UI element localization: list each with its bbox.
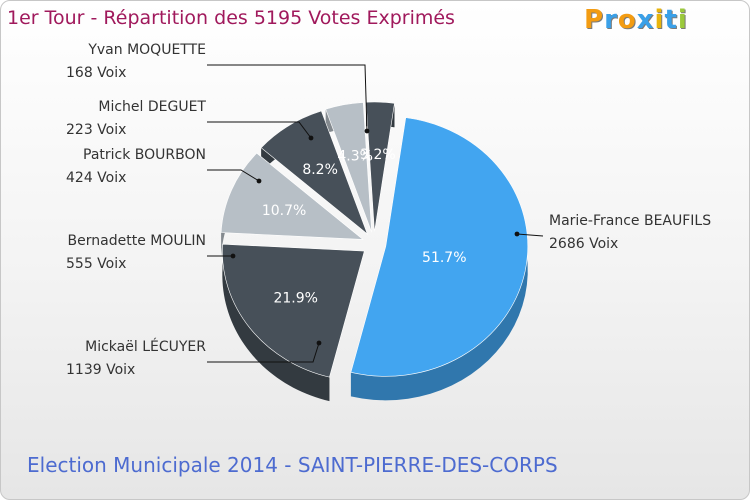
leader-arrow xyxy=(308,135,314,141)
slice-side-mickael-lecuyer xyxy=(222,244,330,402)
candidate-votes-label: 555 Voix xyxy=(66,256,126,272)
election-subtitle: Election Municipale 2014 - SAINT-PIERRE-… xyxy=(27,453,558,477)
leader-lines xyxy=(207,64,544,363)
logo-letter: i xyxy=(677,5,688,35)
logo-letter: x xyxy=(636,5,655,35)
logo-letter: o xyxy=(617,5,637,35)
candidate-votes-label: 1139 Voix xyxy=(66,362,135,378)
candidate-name-label: Mickaël LÉCUYER xyxy=(85,338,206,355)
logo-letter: i xyxy=(654,5,665,35)
percent-label: 8.2% xyxy=(302,162,338,178)
leader-arrow xyxy=(230,253,236,259)
percent-label: 10.7% xyxy=(262,203,306,219)
candidate-votes-label: 2686 Voix xyxy=(549,236,618,252)
leader-arrow xyxy=(364,128,370,134)
logo-letter: t xyxy=(664,5,678,35)
candidate-name-label: Marie-France BEAUFILS xyxy=(549,213,711,229)
logo-letter: P xyxy=(584,5,605,35)
leader-arrow xyxy=(316,340,322,346)
candidate-name-label: Yvan MOQUETTE xyxy=(87,42,206,58)
chart-title: 1er Tour - Répartition des 5195 Votes Ex… xyxy=(7,7,455,29)
percent-labels: 51.7% 21.9% 10.7% 8.2%4.3%3.2% xyxy=(262,147,467,306)
leader-line xyxy=(207,342,320,363)
leader-line xyxy=(516,233,544,237)
candidate-labels: Marie-France BEAUFILS 2686 Voix Mickaël LÉ… xyxy=(66,42,711,378)
leader-line xyxy=(207,121,312,139)
percent-label: 51.7% xyxy=(422,250,466,266)
candidate-name-label: Michel DEGUET xyxy=(98,99,206,115)
leader-arrow xyxy=(256,178,262,184)
percent-label: 4.3% xyxy=(337,149,373,165)
pie-slice-patrick-bourbon xyxy=(260,110,369,235)
candidate-votes-label: 424 Voix xyxy=(66,170,126,186)
leader-arrow xyxy=(514,231,520,237)
percent-label: 3.2% xyxy=(360,147,396,163)
proxiti-logo: Proxiti xyxy=(584,5,688,35)
leader-line xyxy=(207,64,368,132)
pie-slice-marie-france-beaufils xyxy=(350,117,529,377)
pie-slice-michel-deguet xyxy=(325,102,372,233)
candidate-votes-label: 223 Voix xyxy=(66,122,126,138)
candidate-name-label: Bernadette MOULIN xyxy=(68,233,206,249)
candidate-votes-label: 168 Voix xyxy=(66,65,126,81)
percent-label: 21.9% xyxy=(273,290,317,306)
pie-slice-bernadette-moulin xyxy=(220,152,364,240)
pie-slice-mickael-lecuyer xyxy=(222,243,365,378)
candidate-name-label: Patrick BOURBON xyxy=(83,147,206,163)
pie-slice-tops xyxy=(220,101,529,378)
logo-letter: r xyxy=(604,5,618,35)
leader-line xyxy=(207,169,260,182)
